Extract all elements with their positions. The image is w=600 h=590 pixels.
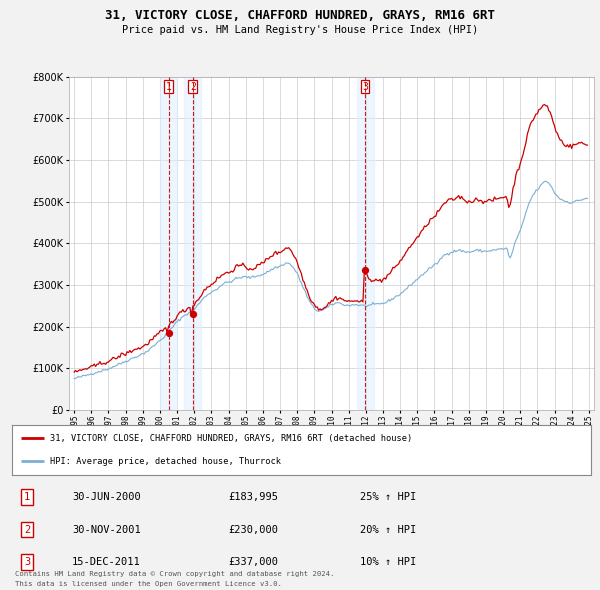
Text: 3: 3 — [362, 81, 368, 91]
Text: 30-JUN-2000: 30-JUN-2000 — [72, 492, 141, 502]
Text: Contains HM Land Registry data © Crown copyright and database right 2024.: Contains HM Land Registry data © Crown c… — [15, 571, 334, 577]
Text: 15-DEC-2011: 15-DEC-2011 — [72, 557, 141, 567]
Point — [188, 310, 197, 319]
Bar — [184, 77, 202, 410]
Text: 31, VICTORY CLOSE, CHAFFORD HUNDRED, GRAYS, RM16 6RT (detached house): 31, VICTORY CLOSE, CHAFFORD HUNDRED, GRA… — [50, 434, 412, 443]
Text: £183,995: £183,995 — [228, 492, 278, 502]
Text: 25% ↑ HPI: 25% ↑ HPI — [360, 492, 416, 502]
Text: 3: 3 — [24, 557, 30, 567]
Text: £230,000: £230,000 — [228, 525, 278, 535]
Text: 31, VICTORY CLOSE, CHAFFORD HUNDRED, GRAYS, RM16 6RT: 31, VICTORY CLOSE, CHAFFORD HUNDRED, GRA… — [105, 9, 495, 22]
Point — [360, 265, 370, 274]
Text: 1: 1 — [24, 492, 30, 502]
Text: Price paid vs. HM Land Registry's House Price Index (HPI): Price paid vs. HM Land Registry's House … — [122, 25, 478, 35]
Bar — [160, 77, 177, 410]
Text: £337,000: £337,000 — [228, 557, 278, 567]
Bar — [356, 77, 374, 410]
Text: 2: 2 — [190, 81, 196, 91]
Text: 2: 2 — [24, 525, 30, 535]
Text: 1: 1 — [166, 81, 172, 91]
Text: 10% ↑ HPI: 10% ↑ HPI — [360, 557, 416, 567]
Text: This data is licensed under the Open Government Licence v3.0.: This data is licensed under the Open Gov… — [15, 581, 282, 587]
Text: 30-NOV-2001: 30-NOV-2001 — [72, 525, 141, 535]
Text: 20% ↑ HPI: 20% ↑ HPI — [360, 525, 416, 535]
Point — [164, 329, 173, 338]
Text: HPI: Average price, detached house, Thurrock: HPI: Average price, detached house, Thur… — [50, 457, 281, 466]
